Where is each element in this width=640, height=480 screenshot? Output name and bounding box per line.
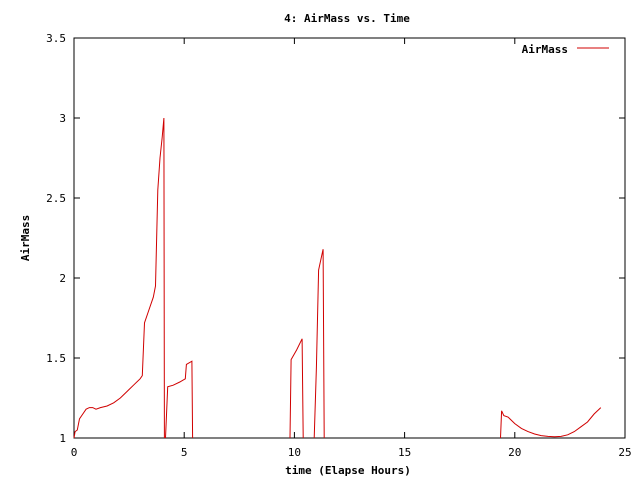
x-tick-label: 5 — [181, 446, 188, 459]
airmass-series-segment — [500, 407, 602, 439]
y-tick-label: 2 — [59, 272, 66, 285]
axes-layer: 0 5 10 15 20 25 1 1.5 2 2.5 3 3.5 — [46, 32, 632, 459]
y-tick-label: 1 — [59, 432, 66, 445]
y-tick-label: 2.5 — [46, 192, 66, 205]
y-tick-label: 1.5 — [46, 352, 66, 365]
plot-frame — [73, 37, 626, 439]
legend-label: AirMass — [522, 43, 568, 56]
x-tick-label: 15 — [398, 446, 411, 459]
y-axis-label: AirMass — [19, 215, 32, 261]
x-tick-label: 20 — [508, 446, 521, 459]
series-layer — [73, 117, 602, 439]
y-tick-label: 3 — [59, 112, 66, 125]
x-axis-label: time (Elapse Hours) — [285, 464, 411, 477]
x-tick-label: 10 — [288, 446, 301, 459]
airmass-series-segment — [165, 360, 194, 439]
chart-title: 4: AirMass vs. Time — [284, 12, 410, 25]
legend: AirMass — [522, 43, 609, 56]
airmass-series-segment — [313, 249, 325, 439]
airmass-series-segment — [73, 117, 165, 439]
airmass-series-segment — [289, 338, 304, 439]
y-tick-label: 3.5 — [46, 32, 66, 45]
x-tick-label: 25 — [618, 446, 631, 459]
x-tick-label: 0 — [71, 446, 78, 459]
